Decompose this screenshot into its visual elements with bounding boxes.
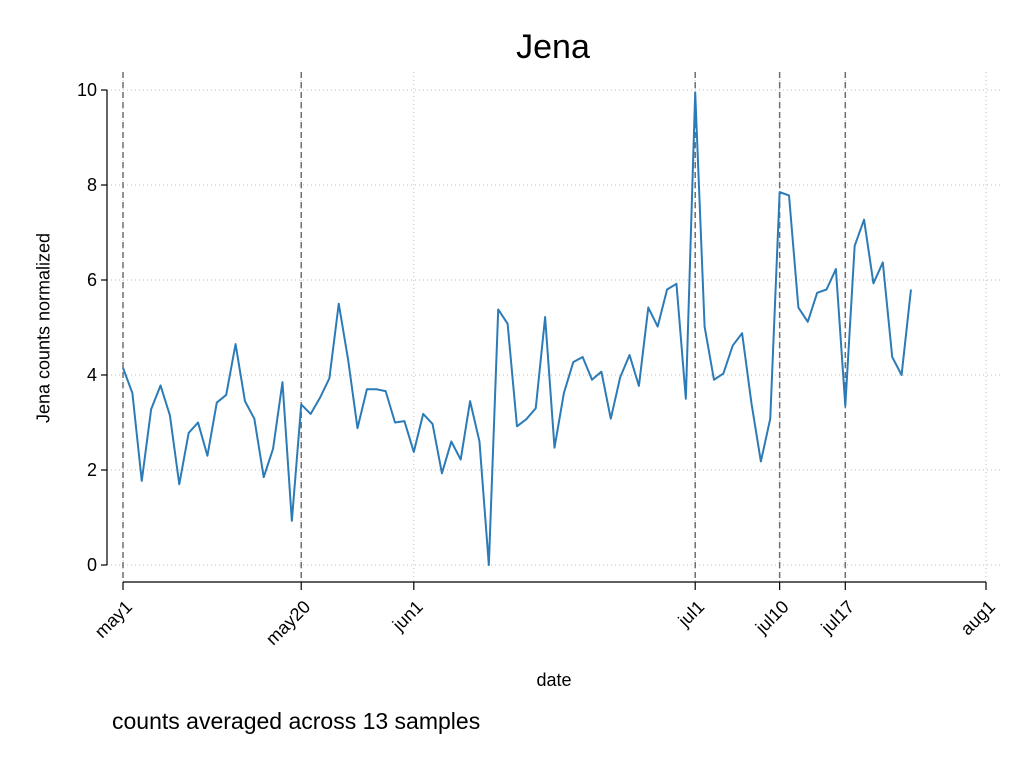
y-ticks: 0 2 4 6 8 10 — [77, 80, 107, 575]
x-tick-label: jul1 — [674, 597, 709, 632]
y-tick-label: 4 — [87, 365, 97, 385]
series-layer — [122, 91, 912, 566]
chart-title: Jena — [516, 28, 590, 66]
x-tick-label: jun1 — [388, 597, 427, 636]
y-tick-label: 8 — [87, 175, 97, 195]
reference-lines — [122, 72, 847, 582]
x-tick-label: may20 — [262, 597, 314, 649]
x-ticks: may1 may20 jun1 jul1 jul10 jul17 aug1 — [91, 582, 999, 649]
x-tick-label: jul17 — [817, 597, 859, 639]
grid — [107, 72, 1000, 582]
y-axis-label-text: Jena counts normalized — [33, 232, 54, 424]
x-axis-label: date — [536, 670, 572, 690]
y-tick-label: 6 — [87, 270, 97, 290]
x-tick-label: jul10 — [751, 597, 793, 639]
y-tick-label: 0 — [87, 555, 97, 575]
chart-note: counts averaged across 13 samples — [112, 708, 481, 734]
axes — [106, 90, 986, 583]
x-tick-label: may1 — [91, 597, 136, 642]
y-tick-label: 2 — [87, 460, 97, 480]
x-tick-label: aug1 — [957, 597, 999, 639]
y-tick-label: 10 — [77, 80, 97, 100]
series-line — [122, 91, 912, 566]
